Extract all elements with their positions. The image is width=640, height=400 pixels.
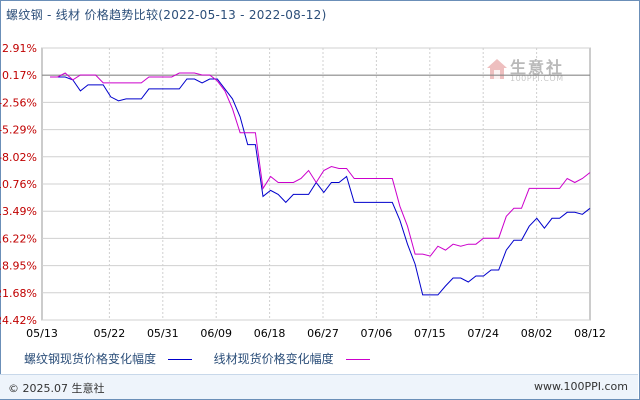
x-tick-label: 06/18 <box>254 327 286 340</box>
x-axis: 05/13 05/22 05/31 06/09 06/18 06/27 07/06 07/15… <box>26 327 606 340</box>
x-tick-label: 05/22 <box>94 327 126 340</box>
y-tick-label: -16.22% <box>0 232 37 245</box>
legend-label-rebar: 螺纹钢现货价格变化幅度 <box>24 352 157 366</box>
series-line-rebar <box>50 76 591 296</box>
x-tick-label: 07/06 <box>361 327 393 340</box>
watermark-name: 生意社 <box>510 58 565 77</box>
y-tick-label: 2.91% <box>2 42 37 55</box>
x-tick-label: 08/12 <box>574 327 606 340</box>
house-logo-icon <box>487 59 507 79</box>
x-tick-label: 06/27 <box>307 327 339 340</box>
chart-date-range: (2022-05-13 - 2022-08-12) <box>158 8 327 22</box>
watermark-sub: 100PPI.COM <box>510 74 564 83</box>
y-tick-label: -13.49% <box>0 205 37 218</box>
y-tick-label: 0.17% <box>2 69 37 82</box>
y-axis: 2.91% 0.17% -2.56% -5.29% -8.02% -10.76% -13.4… <box>0 42 37 327</box>
x-tick-label: 07/24 <box>467 327 499 340</box>
y-tick-label: -5.29% <box>0 124 37 137</box>
y-tick-label: -10.76% <box>0 178 37 191</box>
x-tick-label: 08/02 <box>521 327 553 340</box>
chart-title-text: 螺纹钢 - 线材 价格趋势比较 <box>6 8 159 22</box>
series-line-wire <box>50 72 591 257</box>
chart-legend: 螺纹钢现货价格变化幅度 线材现货价格变化幅度 <box>24 350 388 367</box>
x-tick-label: 06/09 <box>200 327 232 340</box>
legend-swatch-rebar <box>167 359 192 360</box>
footer-copyright: © 2025.07 生意社 <box>8 382 105 395</box>
y-tick-label: -24.42% <box>0 314 37 327</box>
x-tick-label: 05/31 <box>147 327 179 340</box>
legend-item-wire: 线材现货价格变化幅度 <box>214 350 370 367</box>
footer-bar: © 2025.07 生意社 www.100PPI.com <box>0 374 638 399</box>
chart-grid <box>41 47 591 321</box>
legend-label-wire: 线材现货价格变化幅度 <box>213 352 334 366</box>
legend-swatch-wire <box>345 359 370 360</box>
legend-item-rebar: 螺纹钢现货价格变化幅度 <box>24 350 192 367</box>
y-tick-label: -2.56% <box>0 96 37 109</box>
y-tick-label: -8.02% <box>0 151 37 164</box>
y-tick-label: -18.95% <box>0 260 37 273</box>
watermark-logo: 生意社 100PPI.COM <box>484 54 574 86</box>
y-tick-label: -21.68% <box>0 287 37 300</box>
chart-title: 螺纹钢 - 线材 价格趋势比较(2022-05-13 - 2022-08-12) <box>6 6 327 23</box>
x-tick-label: 07/15 <box>414 327 446 340</box>
x-tick-label: 05/13 <box>26 327 58 340</box>
chart-series <box>50 72 591 296</box>
footer-site-link[interactable]: www.100PPI.com <box>534 380 628 393</box>
